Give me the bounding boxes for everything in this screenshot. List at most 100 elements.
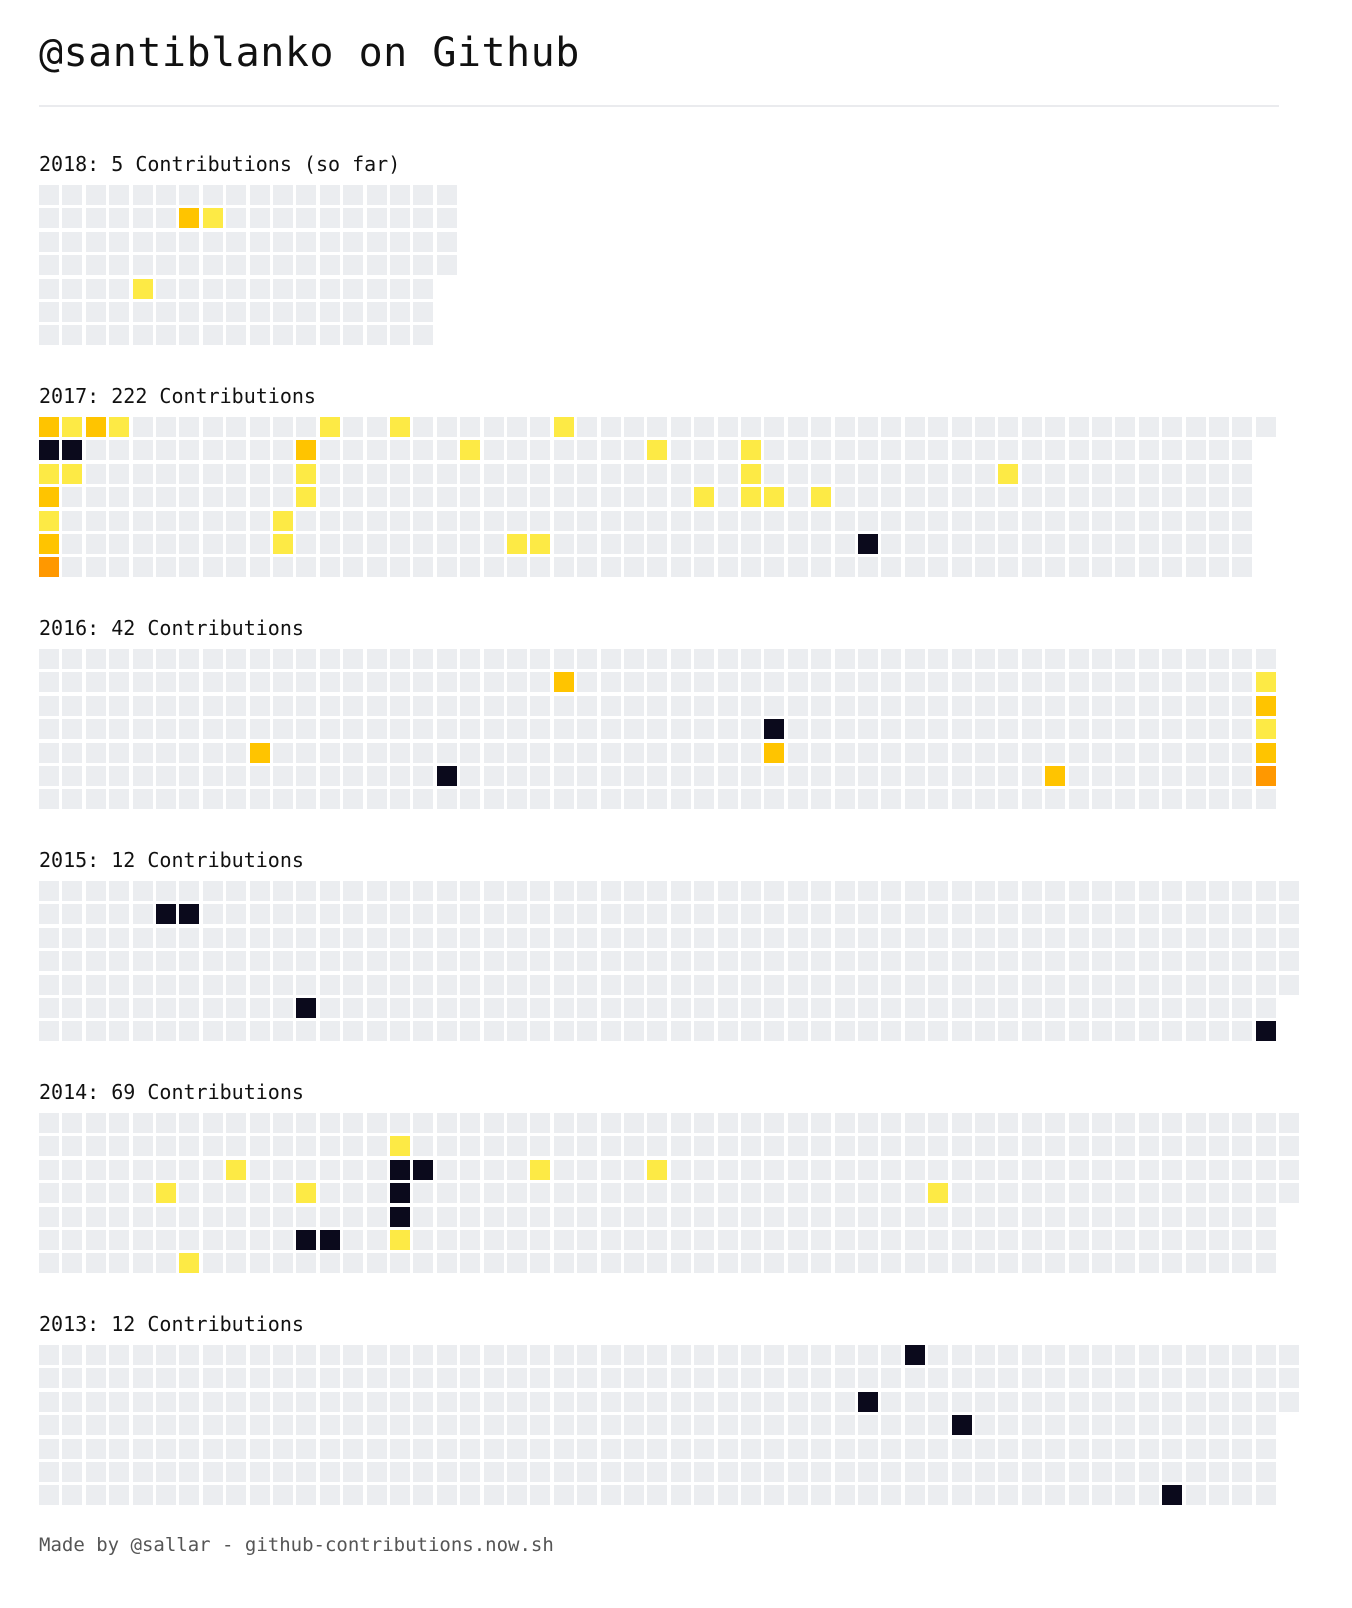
- contribution-day: [436, 185, 457, 205]
- contribution-day: [1045, 974, 1066, 995]
- contribution-day: [1068, 1183, 1089, 1204]
- contribution-day: [530, 927, 551, 948]
- contribution-day: [85, 1415, 106, 1436]
- contribution-day: [1092, 1368, 1112, 1389]
- contribution-day: [483, 1415, 504, 1436]
- contribution-day: [132, 1230, 153, 1250]
- contribution-day: [1138, 1183, 1159, 1204]
- contribution-day: [1115, 649, 1136, 669]
- contribution-day: [904, 881, 925, 901]
- contribution-day: [1162, 534, 1183, 554]
- contribution-day: [694, 1485, 715, 1506]
- contribution-day: [1232, 974, 1253, 995]
- contribution-day: [998, 1230, 1019, 1250]
- contribution-day: [413, 1253, 434, 1274]
- contribution-day: [1092, 695, 1112, 716]
- contribution-day: [858, 766, 878, 786]
- contribution-day: [694, 766, 715, 786]
- contribution-day: [694, 417, 715, 437]
- contribution-day: [577, 1021, 598, 1042]
- contribution-day: [1162, 557, 1183, 578]
- contribution-day: [273, 534, 293, 554]
- contribution-day: [366, 1345, 387, 1365]
- author-link[interactable]: @sallar: [130, 1534, 211, 1556]
- contribution-day: [296, 766, 317, 786]
- contribution-day: [179, 1462, 200, 1482]
- contribution-day: [156, 1415, 176, 1436]
- contribution-day: [1279, 1345, 1300, 1365]
- contribution-day: [226, 1113, 247, 1133]
- contribution-day: [530, 719, 551, 740]
- contribution-day: [1045, 672, 1066, 693]
- contribution-day: [39, 998, 59, 1018]
- contribution-day: [62, 1415, 83, 1436]
- contribution-day: [156, 719, 176, 740]
- contribution-day: [858, 440, 878, 461]
- contribution-day: [741, 1206, 761, 1227]
- contribution-day: [273, 1206, 293, 1227]
- contribution-day: [600, 510, 621, 531]
- contribution-day: [343, 1159, 364, 1180]
- contribution-day: [577, 1206, 598, 1227]
- contribution-day: [202, 440, 223, 461]
- contribution-day: [507, 649, 527, 669]
- contribution-day: [390, 325, 410, 346]
- contribution-day: [202, 1438, 223, 1459]
- contribution-day: [413, 1462, 434, 1482]
- contribution-day: [1138, 1136, 1159, 1157]
- contribution-day: [343, 1345, 364, 1365]
- contribution-day: [741, 1368, 761, 1389]
- contribution-day: [741, 1113, 761, 1133]
- contribution-day: [343, 672, 364, 693]
- contribution-day: [928, 1438, 949, 1459]
- contribution-day: [319, 951, 340, 972]
- contribution-day: [202, 672, 223, 693]
- contribution-day: [1209, 1021, 1229, 1042]
- contribution-day: [600, 1206, 621, 1227]
- contribution-day: [390, 208, 410, 229]
- contribution-day: [1185, 766, 1206, 786]
- contribution-day: [39, 440, 59, 461]
- contribution-day: [273, 1345, 293, 1365]
- contribution-day: [460, 1183, 481, 1204]
- contribution-day: [975, 766, 995, 786]
- contribution-day: [717, 1136, 738, 1157]
- contribution-day: [1255, 649, 1276, 669]
- contribution-day: [717, 1485, 738, 1506]
- contribution-day: [366, 231, 387, 252]
- contribution-day: [366, 951, 387, 972]
- contribution-day: [834, 1485, 855, 1506]
- contribution-day: [1068, 904, 1089, 925]
- contribution-day: [132, 695, 153, 716]
- contribution-day: [413, 1485, 434, 1506]
- contribution-day: [1092, 1230, 1112, 1250]
- contribution-day: [1255, 766, 1276, 786]
- site-link[interactable]: github-contributions.now.sh: [244, 1534, 554, 1556]
- contribution-day: [179, 951, 200, 972]
- contribution-day: [764, 1206, 785, 1227]
- contribution-day: [343, 951, 364, 972]
- contribution-day: [319, 1368, 340, 1389]
- contribution-day: [741, 417, 761, 437]
- contribution-day: [132, 974, 153, 995]
- contribution-day: [296, 1021, 317, 1042]
- contribution-day: [787, 672, 808, 693]
- contribution-day: [811, 1253, 832, 1274]
- contribution-day: [85, 231, 106, 252]
- contribution-day: [273, 417, 293, 437]
- contribution-day: [1255, 927, 1276, 948]
- contribution-day: [764, 904, 785, 925]
- contribution-day: [156, 1345, 176, 1365]
- contribution-day: [413, 998, 434, 1018]
- contribution-day: [600, 463, 621, 484]
- contribution-day: [85, 1391, 106, 1412]
- contribution-day: [951, 1253, 972, 1274]
- contribution-day: [483, 998, 504, 1018]
- contribution-day: [85, 719, 106, 740]
- contribution-day: [624, 1368, 644, 1389]
- contribution-day: [413, 534, 434, 554]
- contribution-day: [1185, 719, 1206, 740]
- contribution-day: [39, 231, 59, 252]
- contribution-day: [273, 742, 293, 763]
- contribution-day: [951, 1415, 972, 1436]
